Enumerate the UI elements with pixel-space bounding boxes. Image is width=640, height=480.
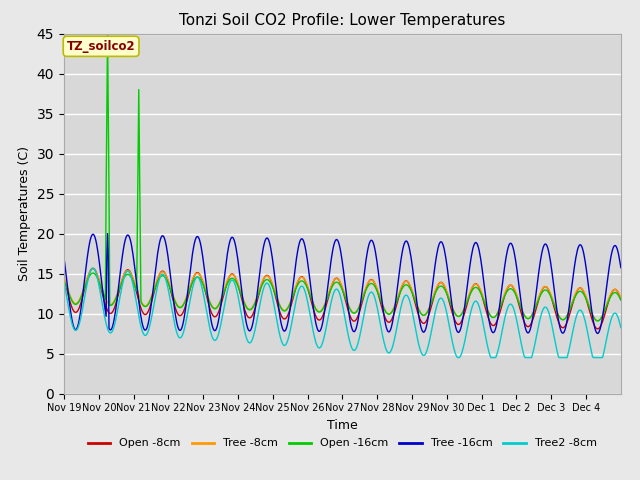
Tree2 -8cm (277, 337, 285, 343)
Open -8cm (89, 265, 97, 271)
Open -16cm (126, 273, 134, 279)
Tree2 -8cm (126, 271, 134, 277)
Tree -8cm (228, 272, 236, 277)
Tree -8cm (256, 285, 264, 290)
Open -8cm (401, 279, 408, 285)
Tree -16cm (126, 236, 134, 242)
Open -8cm (228, 271, 236, 277)
X-axis label: Time: Time (327, 419, 358, 432)
Open -16cm (617, 297, 625, 303)
Open -16cm (432, 289, 440, 295)
Line: Open -16cm: Open -16cm (64, 34, 621, 321)
Line: Tree -8cm: Tree -8cm (64, 269, 621, 321)
Line: Tree -16cm: Tree -16cm (64, 234, 621, 334)
Tree -16cm (401, 240, 408, 246)
Open -16cm (401, 283, 408, 288)
Tree -8cm (617, 295, 625, 300)
Tree -8cm (401, 279, 408, 285)
Tree -8cm (594, 318, 602, 324)
Tree -8cm (126, 269, 134, 275)
Open -8cm (432, 288, 440, 294)
Line: Tree2 -8cm: Tree2 -8cm (64, 268, 621, 358)
Y-axis label: Soil Temperatures (C): Soil Temperatures (C) (18, 146, 31, 281)
Tree2 -8cm (617, 324, 625, 330)
Open -8cm (277, 312, 285, 318)
Tree -16cm (256, 267, 264, 273)
Tree -16cm (228, 234, 236, 240)
Tree2 -8cm (401, 293, 408, 299)
Legend: Open -8cm, Tree -8cm, Open -16cm, Tree -16cm, Tree2 -8cm: Open -8cm, Tree -8cm, Open -16cm, Tree -… (84, 434, 601, 453)
Open -8cm (256, 287, 264, 293)
Open -8cm (126, 269, 134, 275)
Tree -16cm (104, 231, 111, 237)
Tree -8cm (277, 304, 285, 310)
Open -16cm (60, 277, 68, 283)
Tree -16cm (594, 331, 602, 336)
Open -16cm (277, 305, 285, 311)
Title: Tonzi Soil CO2 Profile: Lower Temperatures: Tonzi Soil CO2 Profile: Lower Temperatur… (179, 13, 506, 28)
Line: Open -8cm: Open -8cm (64, 268, 621, 329)
Tree -16cm (617, 264, 625, 270)
Open -16cm (594, 318, 602, 324)
Open -8cm (617, 297, 625, 302)
Tree -16cm (277, 320, 285, 326)
Tree2 -8cm (60, 279, 68, 285)
Open -8cm (594, 326, 602, 332)
Open -16cm (256, 287, 264, 293)
Open -8cm (60, 276, 68, 281)
Open -16cm (228, 276, 236, 281)
Tree2 -8cm (432, 307, 440, 313)
Tree -8cm (89, 266, 97, 272)
Tree -16cm (432, 258, 440, 264)
Open -16cm (104, 31, 111, 36)
Tree -16cm (60, 255, 68, 261)
Tree2 -8cm (256, 301, 264, 307)
Tree -8cm (60, 274, 68, 280)
Tree2 -8cm (228, 277, 236, 283)
Text: TZ_soilco2: TZ_soilco2 (67, 40, 136, 53)
Tree -8cm (432, 287, 440, 292)
Tree2 -8cm (89, 265, 97, 271)
Tree2 -8cm (454, 355, 462, 360)
